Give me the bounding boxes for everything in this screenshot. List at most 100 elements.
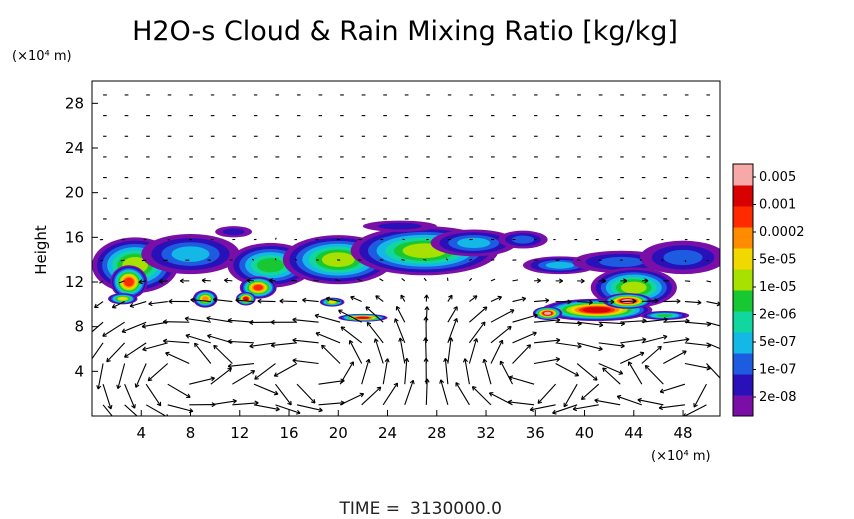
wind-arrow — [576, 363, 598, 381]
wind-arrow — [335, 279, 341, 282]
wind-arrow — [96, 363, 104, 390]
wind-arrow — [563, 383, 578, 408]
cloud-contour — [256, 258, 285, 273]
colorbar-swatch — [733, 395, 753, 417]
wind-arrow — [313, 279, 319, 282]
wind-arrow — [268, 278, 276, 284]
wind-arrow — [190, 297, 211, 303]
wind-arrow — [512, 296, 527, 303]
colorbar-swatch — [733, 248, 753, 270]
wind-arrow — [552, 404, 578, 415]
wind-arrow — [227, 362, 254, 369]
wind-arrow — [706, 321, 720, 327]
wind-arrow — [577, 278, 585, 284]
y-axis: 4 8 12 16 20 24 28 — [65, 94, 98, 380]
wind-arrow — [116, 363, 126, 390]
wind-arrow — [534, 278, 541, 284]
x-tick-label: 8 — [186, 424, 196, 442]
cloud-contour — [543, 311, 552, 315]
colorbar-swatch — [733, 206, 753, 228]
wind-arrow — [507, 399, 535, 406]
wind-vectors — [92, 94, 720, 416]
wind-arrow — [658, 404, 685, 411]
wind-arrow — [684, 299, 702, 306]
wind-arrow — [659, 383, 686, 394]
wind-arrow — [373, 338, 384, 364]
wind-arrow — [468, 321, 486, 344]
y-tick-label: 12 — [65, 273, 84, 291]
wind-arrow — [274, 237, 277, 240]
wind-arrow — [577, 299, 593, 305]
wind-arrow — [270, 342, 298, 348]
cloud-contour — [656, 314, 673, 317]
wind-arrow — [404, 357, 410, 385]
wind-arrow — [147, 363, 169, 382]
colorbar-swatch — [733, 185, 753, 207]
wind-arrow — [210, 367, 232, 385]
colorbar-label: 5e-07 — [759, 335, 797, 350]
wind-arrow — [251, 258, 255, 261]
colorbar-swatch — [733, 164, 753, 186]
wind-arrow — [639, 259, 642, 261]
wind-arrow — [706, 342, 720, 350]
cloud-contour — [356, 316, 370, 319]
wind-arrow — [92, 321, 104, 333]
wind-arrow — [361, 358, 371, 385]
x-tick-label: 40 — [575, 424, 594, 442]
cloud-contour — [253, 284, 264, 291]
wind-arrow — [350, 295, 362, 303]
wind-arrow — [94, 301, 104, 309]
wind-arrow — [129, 301, 147, 308]
wind-arrow — [423, 277, 427, 282]
wind-arrow — [179, 278, 190, 284]
wind-arrow — [121, 321, 147, 334]
colorbar-swatch — [733, 227, 753, 249]
x-tick-label: 4 — [136, 424, 146, 442]
wind-arrow — [257, 298, 276, 304]
wind-arrow — [424, 306, 430, 323]
wind-arrow — [168, 298, 190, 304]
wind-arrow — [537, 383, 557, 404]
wind-arrow — [400, 294, 406, 302]
colorbar-swatch — [733, 290, 753, 312]
cloud-contour — [118, 297, 127, 301]
wind-arrow — [555, 299, 572, 305]
wind-arrow — [423, 294, 430, 302]
wind-arrow — [616, 394, 642, 406]
colorbar-swatch — [733, 374, 753, 396]
colorbar-swatch — [733, 353, 753, 375]
wind-arrow — [490, 295, 502, 303]
wind-arrow — [663, 298, 681, 304]
wind-arrow — [348, 339, 363, 364]
cloud-contour — [378, 222, 422, 230]
colorbar-label: 5e-05 — [759, 253, 797, 268]
y-axis-label: Height — [32, 225, 50, 275]
cloud-contour — [171, 246, 210, 262]
wind-arrow — [577, 321, 604, 328]
wind-arrow — [577, 342, 603, 351]
wind-arrow — [401, 259, 405, 261]
y-tick-label: 24 — [65, 139, 84, 157]
wind-arrow — [92, 342, 104, 364]
wind-arrow — [447, 306, 458, 323]
wind-arrow — [490, 325, 512, 344]
wind-arrow — [706, 301, 720, 307]
wind-arrow — [641, 278, 649, 284]
wind-arrow — [512, 344, 532, 364]
wind-arrow — [683, 404, 707, 416]
wind-arrow — [189, 376, 215, 385]
wind-arrow — [118, 280, 125, 284]
wind-arrow — [598, 363, 624, 375]
x-tick-label: 20 — [329, 424, 348, 442]
wind-arrow — [366, 321, 384, 344]
wind-arrow — [302, 297, 319, 303]
wind-arrow — [246, 278, 254, 284]
wind-arrow — [167, 383, 191, 398]
wind-arrow — [163, 338, 190, 344]
wind-arrow — [462, 358, 470, 385]
wind-arrow — [627, 361, 643, 385]
wind-arrow — [99, 259, 104, 262]
wind-arrow — [365, 306, 384, 323]
wind-arrow — [185, 333, 211, 344]
wind-arrow — [572, 404, 599, 412]
